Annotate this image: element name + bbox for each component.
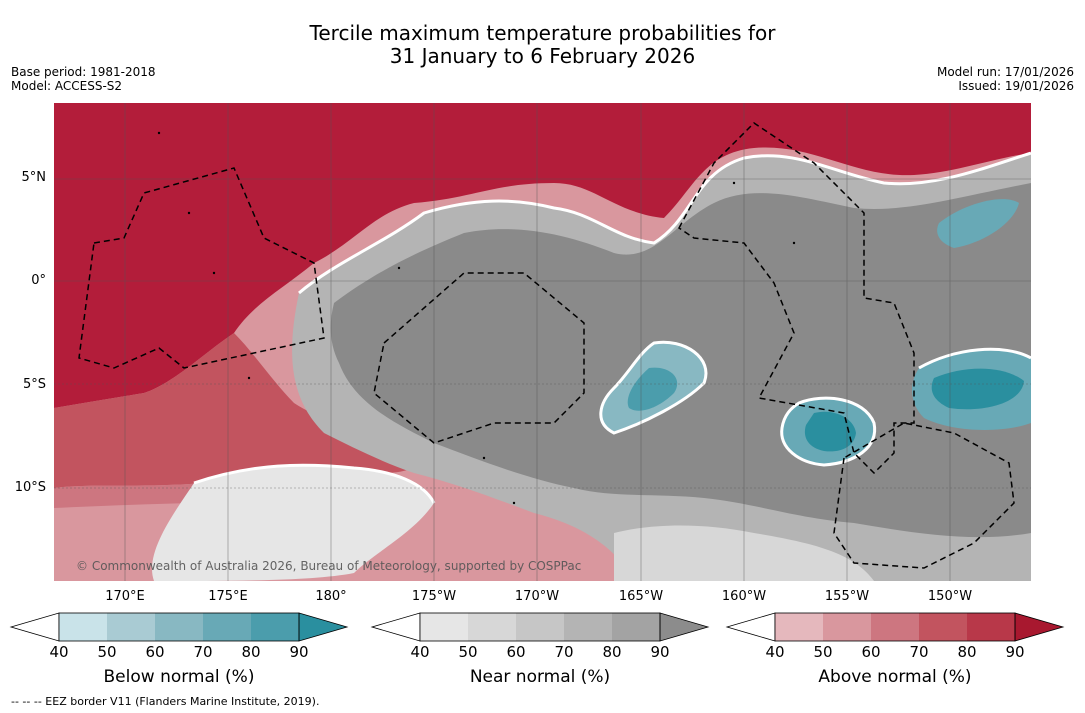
eez-border <box>78 167 325 369</box>
colorbar-title-near: Near normal (%) <box>469 667 611 687</box>
meta-left: Base period: 1981-2018 Model: ACCESS-S2 <box>11 65 156 93</box>
lon-label-175w: 175°W <box>411 589 457 604</box>
tick-above-80: 80 <box>957 643 977 661</box>
lon-label-165w: 165°W <box>618 589 664 604</box>
tick-below-90: 90 <box>289 643 309 661</box>
title-line-2: 31 January to 6 February 2026 <box>389 44 696 68</box>
lon-label-180: 180° <box>315 589 347 604</box>
lat-label-5n: 5°N <box>21 170 47 185</box>
lat-label-5s: 5°S <box>22 377 46 392</box>
tick-near-90: 90 <box>650 643 670 661</box>
title-line-1: Tercile maximum temperature probabilitie… <box>309 21 776 45</box>
model-name: Model: ACCESS-S2 <box>11 79 123 93</box>
tick-near-50: 50 <box>458 643 478 661</box>
tick-above-50: 50 <box>813 643 833 661</box>
tick-below-40: 40 <box>49 643 69 661</box>
eez-footnote: -- -- -- EEZ border V11 (Flanders Marine… <box>11 695 320 708</box>
tick-below-80: 80 <box>241 643 261 661</box>
tick-above-90: 90 <box>1005 643 1025 661</box>
credit-text: © Commonwealth of Australia 2026, Bureau… <box>76 559 581 573</box>
model-run: Model run: 17/01/2026 <box>936 65 1074 79</box>
lon-label-160w: 160°W <box>721 589 767 604</box>
meta-right: Model run: 17/01/2026 Issued: 19/01/2026 <box>937 65 1074 93</box>
colorbar-title-below: Below normal (%) <box>103 667 255 687</box>
tick-above-60: 60 <box>861 643 881 661</box>
colorbar-near-normal <box>370 612 710 642</box>
below-normal-patch-4 <box>937 199 1019 248</box>
tick-below-70: 70 <box>193 643 213 661</box>
tick-below-60: 60 <box>145 643 165 661</box>
tick-near-80: 80 <box>602 643 622 661</box>
lat-label-10s: 10°S <box>14 480 46 495</box>
probability-map: © Commonwealth of Australia 2026, Bureau… <box>54 103 1031 581</box>
colorbar-above-normal <box>725 612 1065 642</box>
lat-label-0: 0° <box>31 273 46 288</box>
lon-label-175e: 175°E <box>208 589 248 604</box>
lon-label-170e: 170°E <box>105 589 145 604</box>
lon-label-155w: 155°W <box>824 589 870 604</box>
lon-label-170w: 170°W <box>514 589 560 604</box>
colorbar-title-above: Above normal (%) <box>818 667 972 687</box>
base-period: Base period: 1981-2018 <box>11 65 156 79</box>
colorbars <box>9 612 1065 642</box>
above-normal-band <box>54 333 422 488</box>
colorbar-below-normal <box>9 612 349 642</box>
tick-near-70: 70 <box>554 643 574 661</box>
tick-above-70: 70 <box>909 643 929 661</box>
tick-below-50: 50 <box>97 643 117 661</box>
issued-date: Issued: 19/01/2026 <box>958 79 1074 93</box>
lon-label-150w: 150°W <box>927 589 973 604</box>
tick-near-60: 60 <box>506 643 526 661</box>
tick-above-40: 40 <box>765 643 785 661</box>
tick-near-40: 40 <box>410 643 430 661</box>
map-title: Tercile maximum temperature probabilitie… <box>0 22 1085 68</box>
